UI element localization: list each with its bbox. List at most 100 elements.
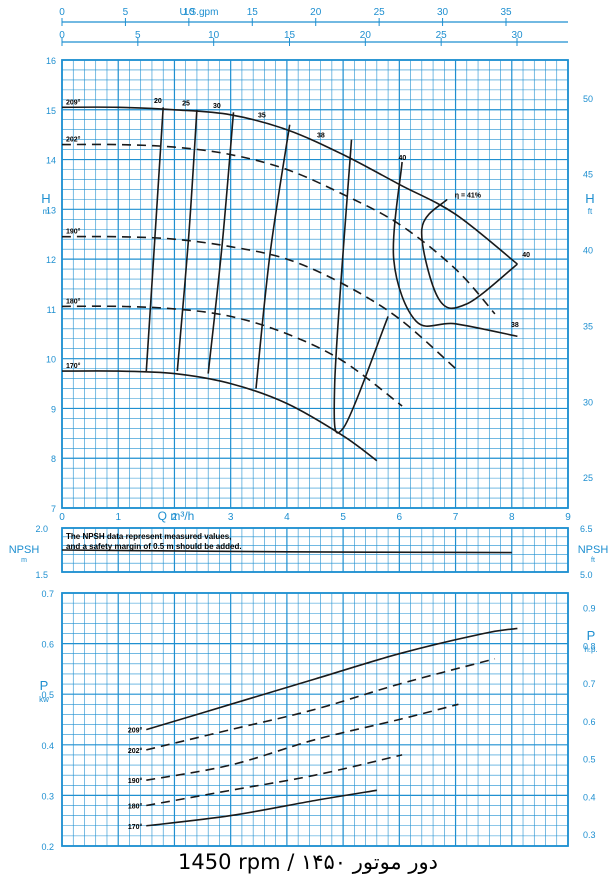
power-ytick-label: 0.5 bbox=[41, 690, 54, 700]
power-ylabel-unit: kw bbox=[39, 695, 49, 704]
gpm-tick-label: 0 bbox=[59, 7, 65, 18]
q-tick-label: 6 bbox=[397, 512, 403, 523]
efficiency-label: 38 bbox=[511, 322, 519, 329]
power-ylabel-right: P bbox=[587, 628, 596, 643]
head-curve-209 bbox=[61, 106, 518, 265]
metric-tick-label: 5 bbox=[135, 30, 141, 41]
head-ytick-label: 12 bbox=[46, 255, 56, 265]
power-curve-202 bbox=[146, 658, 496, 751]
head-ytick-label: 10 bbox=[46, 355, 56, 365]
gpm-tick-label: 30 bbox=[437, 7, 449, 18]
efficiency-curve-35 bbox=[255, 124, 291, 389]
head-ylabel-right: H bbox=[585, 191, 594, 206]
gpm-tick-label: 15 bbox=[247, 7, 259, 18]
power-curve-170 bbox=[146, 789, 377, 827]
power-grid-frame bbox=[61, 592, 569, 847]
power-ytick-label: 0.7 bbox=[41, 589, 54, 599]
gpm-tick-label: 20 bbox=[310, 7, 322, 18]
power-ytick-right-label: 0.8 bbox=[583, 641, 596, 651]
efficiency-label: 30 bbox=[213, 103, 221, 110]
gpm-tick-label: 25 bbox=[374, 7, 386, 18]
head-ytick-right-label: 25 bbox=[583, 473, 593, 483]
metric-tick-label: 15 bbox=[284, 30, 296, 41]
efficiency-curve-40 bbox=[392, 161, 518, 338]
power-ylabel-right-unit: h.p. bbox=[584, 645, 597, 654]
head-ytick-label: 15 bbox=[46, 106, 56, 116]
head-ytick-label: 14 bbox=[46, 156, 56, 166]
efficiency-curve-η = 41% bbox=[420, 198, 518, 310]
head-ytick-label: 9 bbox=[51, 404, 56, 414]
head-ytick-right-label: 50 bbox=[583, 94, 593, 104]
head-ytick-right-label: 30 bbox=[583, 397, 593, 407]
head-curve-190 bbox=[61, 235, 459, 372]
npsh-ytick-label: 2.0 bbox=[35, 524, 48, 534]
head-ytick-label: 8 bbox=[51, 454, 56, 464]
gpm-tick-label: 5 bbox=[123, 7, 129, 18]
head-curve-202 bbox=[61, 143, 496, 315]
q-tick-label: 7 bbox=[453, 512, 459, 523]
efficiency-curve-25 bbox=[176, 109, 198, 372]
efficiency-curve-20 bbox=[145, 107, 164, 372]
q-tick-label: 1 bbox=[115, 512, 121, 523]
head-diameter-label: 180° bbox=[66, 297, 81, 305]
head-diameter-label: 202° bbox=[66, 136, 81, 144]
head-ytick-right-label: 40 bbox=[583, 246, 593, 256]
head-ytick-label: 16 bbox=[46, 56, 56, 66]
q-axis-label: Q m³/h bbox=[158, 509, 195, 523]
efficiency-label: 35 bbox=[258, 113, 266, 120]
power-curve-190 bbox=[146, 703, 459, 781]
metric-tick-label: 20 bbox=[360, 30, 372, 41]
curve-layer bbox=[61, 106, 518, 827]
efficiency-curve-38 bbox=[333, 139, 389, 434]
efficiency-label: 40 bbox=[522, 252, 530, 259]
power-ytick-label: 0.6 bbox=[41, 640, 54, 650]
q-tick-label: 4 bbox=[284, 512, 290, 523]
power-ytick-label: 0.2 bbox=[41, 842, 54, 852]
power-ylabel: P bbox=[40, 678, 49, 693]
head-diameter-label: 170° bbox=[66, 362, 81, 370]
head-ytick-label: 11 bbox=[47, 305, 56, 315]
head-grid-frame bbox=[61, 59, 569, 509]
npsh-ylabel-right: NPSH bbox=[578, 544, 609, 556]
gpm-tick-label: 35 bbox=[500, 7, 512, 18]
metric-tick-label: 0 bbox=[59, 30, 65, 41]
head-ylabel-right-unit: ft bbox=[588, 207, 593, 216]
q-tick-label: 2 bbox=[172, 512, 178, 523]
rpm-footer: 1450 rpm / دور موتور ۱۴۵۰ bbox=[177, 850, 438, 874]
npsh-ylabel-unit: m bbox=[21, 557, 27, 564]
gpm-tick-label: 10 bbox=[183, 7, 195, 18]
power-diameter-label: 202° bbox=[128, 747, 143, 755]
npsh-ytick-right-label: 5.0 bbox=[580, 570, 593, 580]
power-ytick-right-label: 0.7 bbox=[583, 679, 596, 689]
q-tick-label: 0 bbox=[59, 512, 65, 523]
power-ytick-label: 0.4 bbox=[41, 741, 54, 751]
npsh-ytick-label: 1.5 bbox=[35, 570, 48, 580]
efficiency-label: η = 41% bbox=[455, 192, 482, 199]
efficiency-label: 25 bbox=[182, 100, 190, 107]
head-diameter-label: 190° bbox=[66, 228, 81, 236]
q-tick-label: 5 bbox=[340, 512, 346, 523]
power-ytick-right-label: 0.9 bbox=[583, 604, 596, 614]
power-diameter-label: 180° bbox=[128, 803, 143, 811]
npsh-curve-NPSH bbox=[61, 549, 512, 554]
head-ylabel-unit: m bbox=[43, 207, 50, 216]
power-ytick-right-label: 0.4 bbox=[583, 792, 596, 802]
efficiency-curve-30 bbox=[207, 112, 235, 374]
power-ytick-right-label: 0.3 bbox=[583, 830, 596, 840]
head-ytick-label: 7 bbox=[51, 504, 56, 514]
head-ytick-right-label: 45 bbox=[583, 170, 593, 180]
q-tick-label: 8 bbox=[509, 512, 515, 523]
npsh-ylabel-right-unit: ft bbox=[591, 557, 595, 564]
npsh-ylabel: NPSH bbox=[9, 544, 40, 556]
efficiency-label: 38 bbox=[317, 133, 325, 140]
metric-tick-label: 10 bbox=[208, 30, 220, 41]
power-ytick-label: 0.3 bbox=[41, 791, 54, 801]
npsh-note-line: and a safety margin of 0.5 m should be a… bbox=[66, 542, 242, 551]
efficiency-label: 40 bbox=[399, 155, 407, 162]
power-curve-209 bbox=[146, 627, 518, 731]
power-ytick-right-label: 0.5 bbox=[583, 755, 596, 765]
head-diameter-label: 209° bbox=[66, 98, 81, 106]
head-curve-170 bbox=[61, 370, 378, 462]
